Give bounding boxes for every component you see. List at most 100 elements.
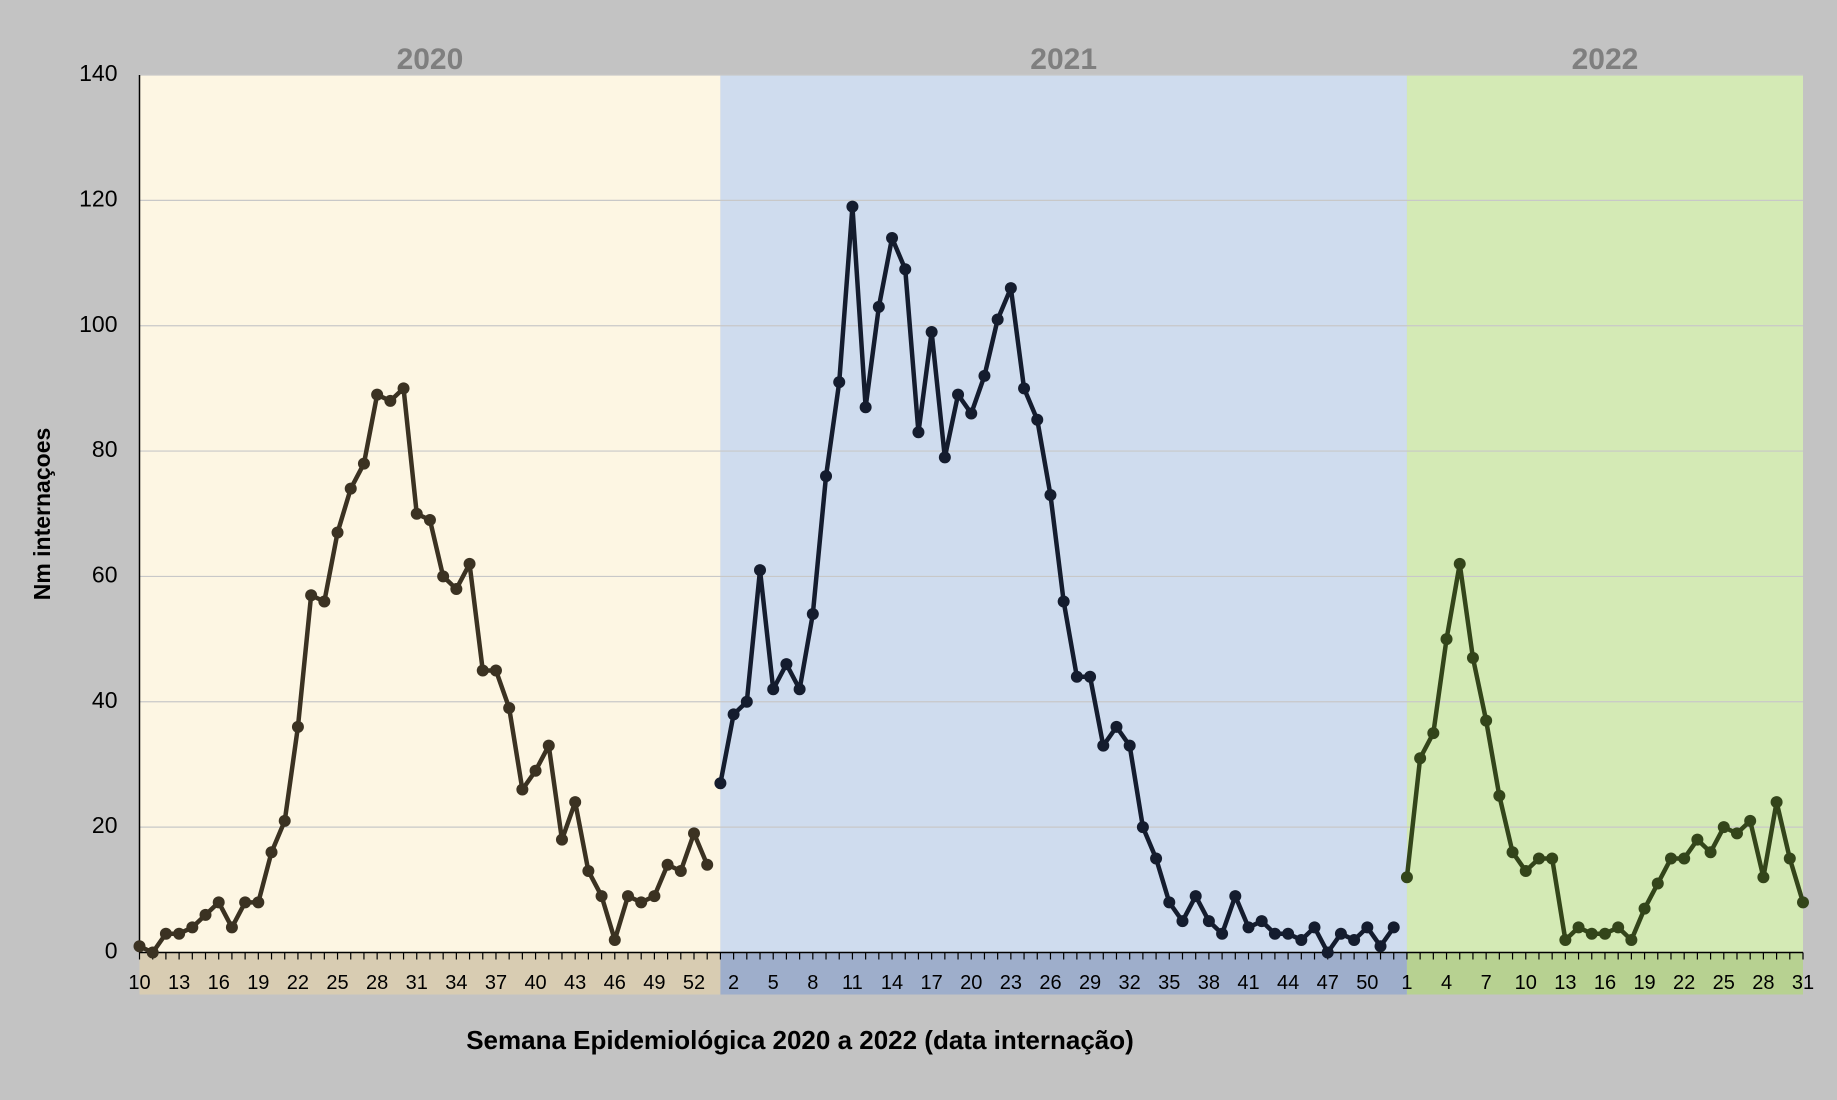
data-point xyxy=(1625,933,1638,946)
data-point xyxy=(265,846,278,859)
data-point xyxy=(1123,739,1136,752)
data-point xyxy=(1216,927,1229,940)
y-tick-label: 100 xyxy=(79,311,117,337)
data-point xyxy=(410,507,423,520)
data-point xyxy=(516,783,529,796)
data-point xyxy=(1255,915,1268,928)
data-point xyxy=(1559,933,1572,946)
y-axis-label: Nm internaçoes xyxy=(29,428,55,601)
data-point xyxy=(1532,852,1545,865)
data-point xyxy=(1295,933,1308,946)
data-point xyxy=(1374,940,1387,953)
data-point xyxy=(1506,846,1519,859)
data-point xyxy=(173,927,186,940)
x-tick-label: 37 xyxy=(485,972,507,994)
data-point xyxy=(1546,852,1559,865)
data-point xyxy=(886,231,899,244)
x-tick-label: 47 xyxy=(1317,972,1339,994)
data-point xyxy=(463,557,476,570)
data-point xyxy=(846,200,859,213)
year-band xyxy=(1406,75,1803,953)
x-tick-label: 35 xyxy=(1158,972,1180,994)
data-point xyxy=(1664,852,1677,865)
x-tick-label: 41 xyxy=(1237,972,1259,994)
x-tick-label: 16 xyxy=(208,972,230,994)
data-point xyxy=(476,664,489,677)
data-point xyxy=(938,451,951,464)
data-point xyxy=(859,401,872,414)
data-point xyxy=(1189,890,1202,903)
x-tick-label: 11 xyxy=(842,972,863,994)
x-tick-label: 10 xyxy=(1515,972,1537,994)
data-point xyxy=(1004,282,1017,295)
y-tick-label: 60 xyxy=(92,562,118,588)
data-point xyxy=(1229,890,1242,903)
data-point xyxy=(1163,896,1176,909)
data-point xyxy=(1308,921,1321,934)
data-point xyxy=(952,388,965,401)
x-tick-label: 17 xyxy=(921,972,943,994)
x-tick-label: 7 xyxy=(1481,972,1492,994)
data-point xyxy=(767,683,780,696)
x-tick-label: 20 xyxy=(960,972,982,994)
data-point xyxy=(1744,814,1757,827)
x-tick-label: 13 xyxy=(168,972,190,994)
x-tick-label: 28 xyxy=(1752,972,1774,994)
data-point xyxy=(648,890,661,903)
data-point xyxy=(899,263,912,276)
data-point xyxy=(595,890,608,903)
x-tick-label: 1 xyxy=(1401,972,1412,994)
data-point xyxy=(503,702,516,715)
data-point xyxy=(806,608,819,621)
data-point xyxy=(1400,871,1413,884)
y-tick-label: 0 xyxy=(105,938,118,964)
data-point xyxy=(661,858,674,871)
year-band xyxy=(720,75,1407,953)
data-point xyxy=(582,865,595,878)
data-point xyxy=(133,940,146,953)
data-point xyxy=(1018,382,1031,395)
data-point xyxy=(965,407,978,420)
data-point xyxy=(225,921,238,934)
data-point xyxy=(621,890,634,903)
x-tick-label: 10 xyxy=(128,972,150,994)
data-point xyxy=(199,908,212,921)
data-point xyxy=(1057,595,1070,608)
data-point xyxy=(278,814,291,827)
data-point xyxy=(925,325,938,338)
data-point xyxy=(1321,946,1334,959)
series-line xyxy=(718,204,1396,955)
data-point xyxy=(212,896,225,909)
data-point xyxy=(186,921,199,934)
data-point xyxy=(1044,488,1057,501)
data-point xyxy=(727,708,740,721)
data-point xyxy=(397,382,410,395)
data-point xyxy=(1242,921,1255,934)
data-point xyxy=(542,739,555,752)
data-point xyxy=(608,933,621,946)
x-tick-label: 46 xyxy=(604,972,626,994)
data-point xyxy=(754,564,767,577)
data-point xyxy=(1427,727,1440,740)
data-point xyxy=(1704,846,1717,859)
data-point xyxy=(714,777,727,790)
data-point xyxy=(1150,852,1163,865)
x-tick-label: 8 xyxy=(807,972,818,994)
data-point xyxy=(1282,927,1295,940)
data-point xyxy=(159,927,172,940)
data-point xyxy=(1387,921,1400,934)
x-tick-label: 22 xyxy=(287,972,309,994)
x-tick-label: 25 xyxy=(1713,972,1735,994)
data-point xyxy=(252,896,265,909)
x-tick-label: 34 xyxy=(445,972,467,994)
data-point xyxy=(1598,927,1611,940)
data-point xyxy=(991,313,1004,326)
y-tick-label: 140 xyxy=(79,60,117,86)
data-point xyxy=(1110,720,1123,733)
data-point xyxy=(1638,902,1651,915)
data-point xyxy=(384,394,397,407)
data-point xyxy=(146,946,159,959)
data-point xyxy=(1414,752,1427,765)
data-point xyxy=(820,470,833,483)
data-point xyxy=(740,695,753,708)
